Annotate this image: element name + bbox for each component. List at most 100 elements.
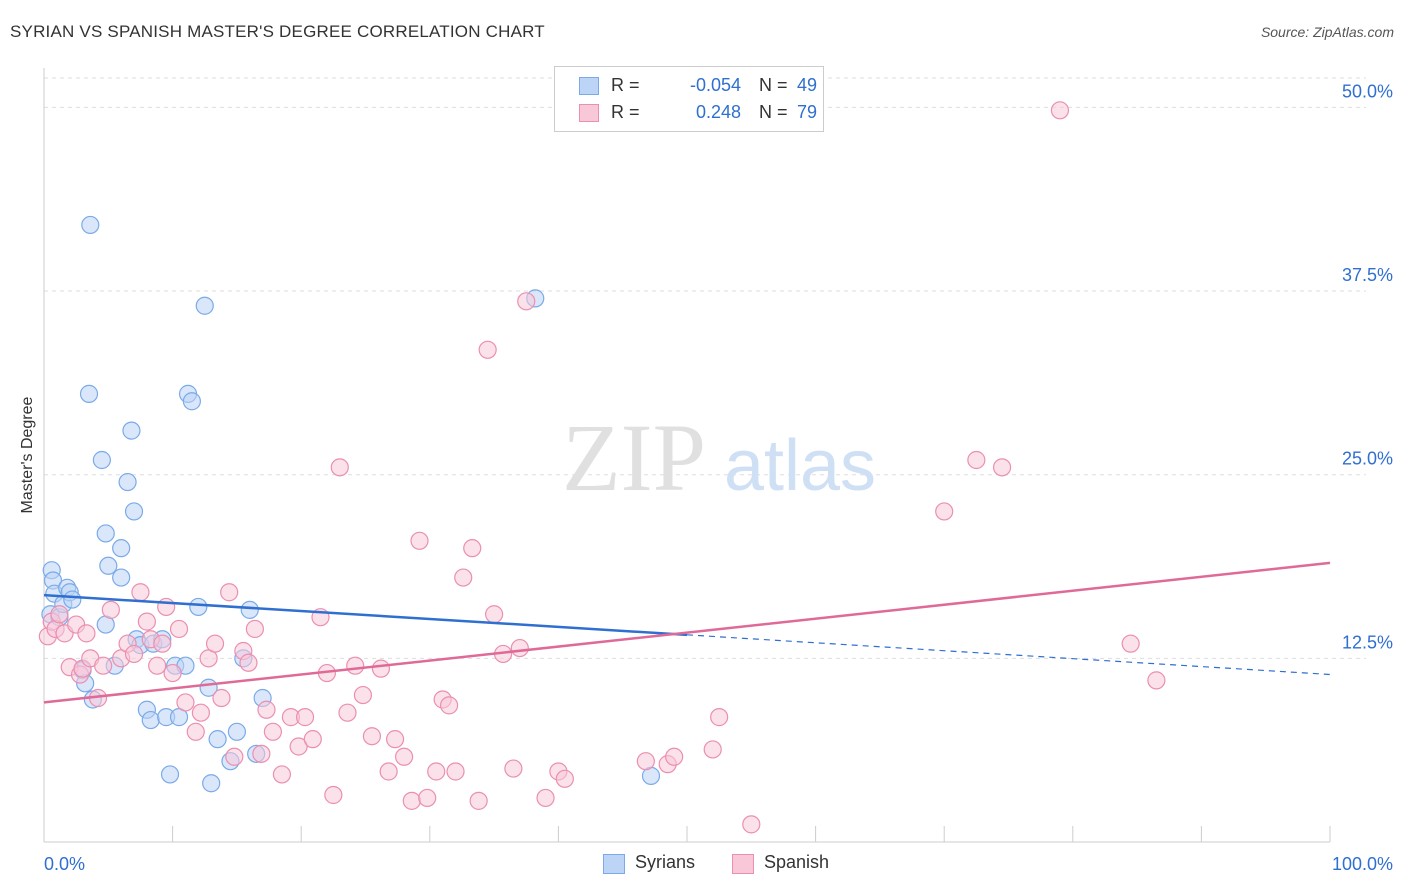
data-point-spanish bbox=[220, 583, 239, 602]
data-point-spanish bbox=[324, 785, 343, 805]
y-tick-label: 37.5% bbox=[1342, 265, 1393, 285]
data-point-spanish bbox=[77, 624, 96, 643]
data-point-syrians bbox=[182, 392, 201, 411]
data-point-spanish bbox=[742, 815, 761, 834]
data-point-spanish bbox=[418, 788, 437, 808]
data-point-syrians bbox=[96, 524, 115, 543]
y-axis-label: Master's Degree bbox=[19, 396, 36, 514]
data-point-spanish bbox=[346, 656, 365, 675]
correlation-legend: R = -0.054 N = 49 R = 0.248 N = 79 bbox=[554, 66, 824, 132]
data-point-syrians bbox=[118, 472, 137, 492]
watermark-zip: ZIP bbox=[562, 404, 706, 511]
data-point-spanish bbox=[353, 685, 373, 705]
data-point-spanish bbox=[510, 638, 529, 658]
legend-n-value-syrians: 49 bbox=[797, 75, 818, 95]
trend-line-syrians bbox=[43, 593, 688, 637]
data-point-spanish bbox=[992, 458, 1012, 477]
data-point-syrians bbox=[112, 568, 131, 587]
data-point-spanish bbox=[295, 708, 315, 727]
data-point-syrians bbox=[208, 730, 227, 749]
data-point-spanish bbox=[427, 762, 446, 781]
data-point-syrians bbox=[189, 597, 208, 617]
data-point-spanish bbox=[536, 788, 555, 808]
legend-swatch-syrians bbox=[579, 77, 599, 95]
data-point-spanish bbox=[137, 612, 156, 631]
data-point-spanish bbox=[124, 644, 144, 664]
data-point-syrians bbox=[240, 600, 259, 619]
data-point-syrians bbox=[112, 539, 131, 558]
data-point-spanish bbox=[935, 502, 954, 521]
y-tick-label: 50.0% bbox=[1342, 81, 1393, 101]
data-point-syrians bbox=[195, 296, 214, 315]
bottom-legend-swatch-syrians bbox=[603, 854, 625, 874]
trend-line-spanish bbox=[43, 561, 1331, 704]
bottom-legend-label-spanish: Spanish bbox=[764, 852, 830, 872]
data-point-spanish bbox=[555, 769, 574, 788]
legend-n-label: N = bbox=[759, 102, 788, 122]
watermark-atlas: atlas bbox=[724, 426, 876, 506]
chart-source: Source: ZipAtlas.com bbox=[1260, 24, 1394, 40]
data-point-syrians bbox=[92, 450, 111, 470]
data-point-spanish bbox=[469, 791, 488, 810]
data-point-spanish bbox=[186, 722, 205, 741]
data-point-spanish bbox=[252, 744, 271, 763]
data-point-spanish bbox=[225, 747, 244, 766]
legend-n-label: N = bbox=[759, 75, 788, 95]
tick-labels: 12.5% 25.0% 37.5% 50.0% 0.0% 100.0% bbox=[44, 81, 1393, 874]
data-point-syrians bbox=[160, 765, 180, 784]
data-points bbox=[38, 101, 1166, 834]
data-point-spanish bbox=[410, 531, 429, 550]
trend-lines bbox=[43, 561, 1331, 704]
data-point-spanish bbox=[191, 703, 210, 722]
data-point-spanish bbox=[330, 458, 349, 477]
data-point-syrians bbox=[99, 556, 118, 575]
data-point-spanish bbox=[967, 450, 986, 470]
data-point-syrians bbox=[124, 502, 144, 521]
data-point-spanish bbox=[1121, 634, 1140, 653]
data-point-spanish bbox=[636, 752, 655, 771]
data-point-spanish bbox=[153, 634, 172, 653]
bottom-legend-label-syrians: Syrians bbox=[635, 852, 696, 872]
data-point-spanish bbox=[463, 539, 482, 558]
data-point-spanish bbox=[371, 659, 391, 678]
data-point-spanish bbox=[446, 762, 465, 781]
data-point-spanish bbox=[205, 634, 225, 653]
x-tick-label-max: 100.0% bbox=[1332, 854, 1393, 874]
x-tick-label-min: 0.0% bbox=[44, 854, 85, 874]
data-point-spanish bbox=[131, 583, 150, 602]
data-point-spanish bbox=[710, 708, 729, 727]
data-point-spanish bbox=[338, 703, 357, 722]
grid-lines bbox=[44, 77, 1366, 659]
data-point-spanish bbox=[272, 765, 292, 784]
data-point-spanish bbox=[703, 740, 722, 759]
y-tick-label: 12.5% bbox=[1342, 632, 1393, 652]
data-point-syrians bbox=[79, 384, 99, 403]
data-point-syrians bbox=[81, 215, 100, 235]
data-point-spanish bbox=[362, 727, 382, 746]
legend-r-label: R = bbox=[611, 75, 640, 95]
data-point-spanish bbox=[212, 688, 231, 708]
watermark: ZIP atlas bbox=[562, 404, 876, 511]
data-point-spanish bbox=[148, 656, 167, 675]
data-point-spanish bbox=[263, 722, 283, 741]
data-point-spanish bbox=[394, 747, 414, 766]
data-point-spanish bbox=[239, 653, 258, 672]
data-point-spanish bbox=[257, 700, 276, 719]
data-point-syrians bbox=[141, 710, 160, 730]
data-point-spanish bbox=[101, 600, 120, 619]
legend-n-value-spanish: 79 bbox=[797, 102, 818, 122]
data-point-spanish bbox=[157, 597, 176, 617]
data-point-syrians bbox=[122, 421, 141, 440]
chart-title: SYRIAN VS SPANISH MASTER'S DEGREE CORREL… bbox=[10, 22, 545, 41]
bottom-legend-swatch-spanish bbox=[732, 854, 754, 874]
data-point-syrians bbox=[202, 774, 221, 793]
data-point-spanish bbox=[454, 568, 473, 587]
data-point-spanish bbox=[439, 696, 459, 715]
legend-r-label: R = bbox=[611, 102, 640, 122]
data-point-spanish bbox=[245, 619, 265, 639]
data-point-syrians bbox=[63, 590, 82, 609]
data-point-spanish bbox=[517, 292, 536, 311]
data-point-spanish bbox=[478, 340, 497, 359]
legend-r-value-spanish: 0.248 bbox=[695, 102, 741, 122]
data-point-spanish bbox=[485, 605, 504, 624]
